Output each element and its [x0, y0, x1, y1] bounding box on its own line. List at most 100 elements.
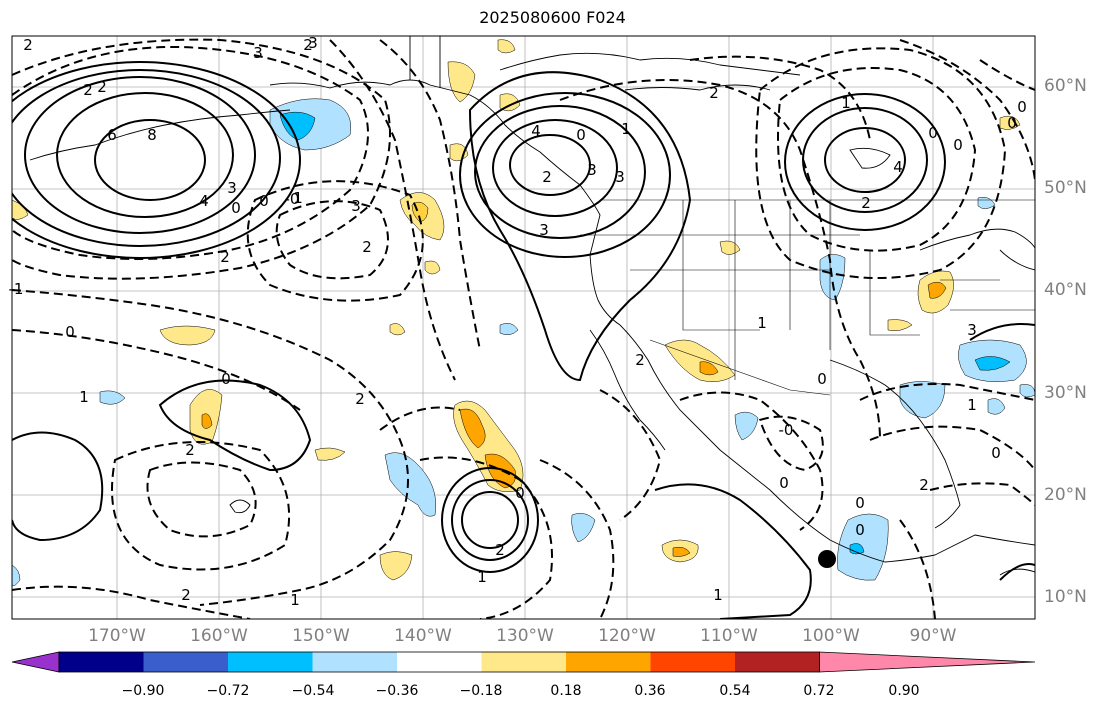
colorbar-tick-label: 0.90 [888, 683, 920, 699]
contour-label: 0 [855, 521, 865, 539]
contour-label: 1 [713, 586, 723, 604]
colorbar-segment [59, 652, 144, 672]
dashed-contours [12, 38, 1035, 619]
contour-label: 2 [185, 441, 195, 459]
colorbar-tick-label: −0.90 [121, 683, 165, 699]
contour-label: 0 [1007, 114, 1017, 132]
contour-label: 1 [290, 591, 300, 609]
colorbar-tick-label: 0.72 [803, 683, 835, 699]
contour-label: 0 [991, 444, 1001, 462]
contour-label: 3 [967, 321, 977, 339]
contour-label: -1 [9, 280, 24, 298]
contour-label: 2 [861, 194, 871, 212]
lat-label-20n: 20°N [1044, 485, 1087, 505]
contour-label: 2 [303, 36, 313, 54]
contour-label: 3 [615, 168, 625, 186]
contour-label: 3 [539, 221, 549, 239]
coastlines [29, 36, 1035, 576]
contour-label: 8 [147, 126, 157, 144]
contour-label: 2 [23, 36, 33, 54]
contour-label: 0 [231, 199, 241, 217]
colorbar-segment [481, 652, 566, 672]
colorbar-tick-label: −0.72 [206, 683, 250, 699]
colorbar-extend-high [819, 651, 1036, 673]
lon-label-150w: 150°W [292, 626, 350, 646]
contour-label: 2 [542, 168, 552, 186]
contour-label: 1 [841, 94, 851, 112]
lat-label-30n: 30°N [1044, 383, 1087, 403]
contour-label: 1 [477, 568, 487, 586]
contour-label: 2 [181, 586, 191, 604]
station-dot [818, 550, 836, 568]
contour-label: -0 [285, 190, 300, 208]
map-title: 2025080600 F024 [479, 8, 626, 27]
contour-label: 1 [293, 189, 303, 207]
lon-label-130w: 130°W [496, 626, 554, 646]
colorbar-segment [143, 652, 228, 672]
contour-label: 1 [621, 120, 631, 138]
colorbar-segment [650, 652, 735, 672]
colorbar-segment [397, 652, 482, 672]
contour-label: 3 [587, 161, 597, 179]
colorbar [11, 651, 1036, 673]
colorbar-tick-label: 0.54 [719, 683, 751, 699]
colorbar-segment [228, 652, 313, 672]
contour-label: 1 [967, 396, 977, 414]
lon-label-170w: 170°W [88, 626, 146, 646]
contour-label: 1 [757, 314, 767, 332]
lat-label-40n: 40°N [1044, 280, 1087, 300]
colorbar-frame [58, 651, 820, 673]
contour-label: 0 [259, 192, 269, 210]
contour-label: 0 [855, 494, 865, 512]
contour-label: 1 [79, 388, 89, 406]
colorbar-segment [312, 652, 397, 672]
contour-label: 2 [709, 84, 719, 102]
lon-label-160w: 160°W [190, 626, 248, 646]
contour-label: 2 [919, 476, 929, 494]
contour-label: 0 [515, 484, 525, 502]
contour-label: 2 [635, 351, 645, 369]
contour-label: 0 [928, 124, 938, 142]
contour-label: 4 [893, 158, 903, 176]
lon-label-100w: 100°W [802, 626, 860, 646]
contour-label: 0 [1017, 98, 1027, 116]
contour-label: 3 [351, 197, 361, 215]
colorbar-segment [566, 652, 651, 672]
contour-label: 2 [83, 81, 93, 99]
lon-label-140w: 140°W [394, 626, 452, 646]
contour-label: 2 [495, 541, 505, 559]
contour-label: 4 [199, 192, 209, 210]
contour-label: 2 [97, 78, 107, 96]
lon-label-120w: 120°W [598, 626, 656, 646]
contour-label: 0 [221, 370, 231, 388]
contour-label: -0 [779, 421, 794, 439]
contour-label: 4 [531, 122, 541, 140]
contour-label: 0 [65, 323, 75, 341]
contour-label: 2 [355, 390, 365, 408]
colorbar-tick-label: −0.54 [291, 683, 335, 699]
lat-label-50n: 50°N [1044, 178, 1087, 198]
contour-label: 0 [779, 474, 789, 492]
colorbar-tick-label: 0.36 [634, 683, 666, 699]
colorbar-extend-low [11, 651, 60, 673]
graticule [12, 36, 1035, 619]
colorbar-tick-label: −0.18 [459, 683, 503, 699]
contour-label: 6 [107, 126, 117, 144]
colorbar-tick-label: 0.18 [550, 683, 582, 699]
contour-label: 0 [817, 370, 827, 388]
lat-label-60n: 60°N [1044, 76, 1087, 96]
contour-label: 2 [220, 248, 230, 266]
contour-label: 0 [576, 126, 586, 144]
contour-label: 2 [362, 238, 372, 256]
contour-label: 3 [253, 44, 263, 62]
contour-label: 3 [308, 34, 318, 52]
lon-label-110w: 110°W [700, 626, 758, 646]
shading [12, 39, 1035, 587]
solid-contours [12, 61, 1035, 619]
contour-label: 3 [227, 179, 237, 197]
contour-label: 0 [953, 136, 963, 154]
map-frame [11, 35, 1036, 620]
lat-label-10n: 10°N [1044, 587, 1087, 607]
